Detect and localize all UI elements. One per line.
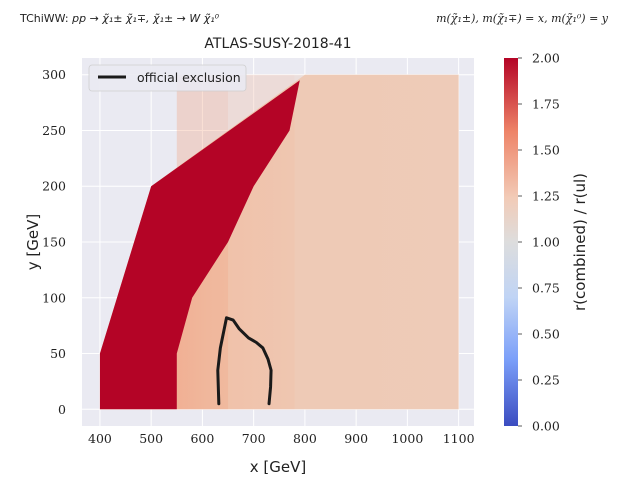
colorbar-tick-label: 2.00 <box>532 51 560 66</box>
y-tick-label: 50 <box>50 346 66 361</box>
heatmap-zone <box>294 74 459 410</box>
legend-box <box>88 64 247 92</box>
exclusion-curve <box>216 316 273 406</box>
process-label: TChiWW: pp → χ̃₁± χ̃₁∓, χ̃₁± → W χ̃₁⁰ <box>19 12 220 25</box>
x-tick-label: 800 <box>293 431 317 446</box>
x-axis-label: x [GeV] <box>250 458 306 476</box>
colorbar <box>504 58 518 426</box>
colorbar-tick-label: 1.25 <box>532 189 560 204</box>
y-tick-label: 100 <box>42 290 66 305</box>
chart-title: ATLAS-SUSY-2018-41 <box>204 36 351 52</box>
x-tick-label: 500 <box>139 431 163 446</box>
y-tick-label: 0 <box>58 402 66 417</box>
y-tick-label: 250 <box>42 123 66 138</box>
y-tick-label: 300 <box>42 67 66 82</box>
colorbar-label: r(combined) / r(ul) <box>571 173 589 311</box>
x-tick-label: 600 <box>190 431 214 446</box>
x-tick-label: 1000 <box>391 431 423 446</box>
colorbar-tick-label: 0.75 <box>532 281 560 296</box>
y-tick-label: 150 <box>42 235 66 250</box>
heatmap-region <box>99 74 459 410</box>
colorbar-tick-label: 0.25 <box>532 373 560 388</box>
x-ticks: 400 500 600 700 800 900 1000 1100 <box>88 431 475 446</box>
colorbar-tick-label: 0.50 <box>532 327 560 342</box>
heatmap <box>99 74 459 410</box>
mass-relation: m(χ̃₁±), m(χ̃₁∓) = x, m(χ̃₁⁰) = y <box>436 12 609 25</box>
colorbar-tick-label: 1.00 <box>532 235 560 250</box>
legend-label: official exclusion <box>137 70 241 85</box>
colorbar-tick-label: 1.50 <box>532 143 560 158</box>
y-ticks: 0 50 100 150 200 250 300 <box>42 67 66 417</box>
saturated-region <box>99 80 300 410</box>
colorbar-ticks: 0.00 0.25 0.50 0.75 1.00 1.25 1.50 1.75 2.00 <box>518 51 560 434</box>
exclusion-curve-layer <box>216 316 273 406</box>
x-tick-label: 700 <box>242 431 266 446</box>
colorbar-tick-label: 0.00 <box>532 419 560 434</box>
legend: official exclusion <box>88 64 247 92</box>
y-tick-label: 200 <box>42 179 66 194</box>
x-tick-label: 1100 <box>443 431 475 446</box>
colorbar-tick-label: 1.75 <box>532 97 560 112</box>
y-axis-label: y [GeV] <box>24 214 42 270</box>
x-tick-label: 400 <box>88 431 112 446</box>
x-tick-label: 900 <box>344 431 368 446</box>
